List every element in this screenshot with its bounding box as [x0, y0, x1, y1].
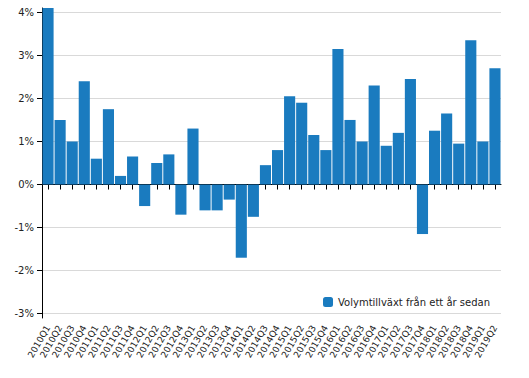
svg-text:2017Q3: 2017Q3 — [388, 323, 415, 360]
svg-text:2018Q1: 2018Q1 — [412, 323, 439, 360]
svg-text:2013Q1: 2013Q1 — [170, 323, 198, 360]
svg-text:2011Q3: 2011Q3 — [98, 323, 125, 360]
svg-text:2015Q2: 2015Q2 — [279, 323, 306, 360]
svg-text:2016Q4: 2016Q4 — [352, 323, 379, 360]
svg-text:2015Q3: 2015Q3 — [291, 323, 319, 360]
svg-text:2011Q4: 2011Q4 — [110, 323, 137, 360]
svg-text:2018Q3: 2018Q3 — [436, 323, 464, 360]
svg-text:2013Q2: 2013Q2 — [182, 323, 210, 360]
svg-text:2011Q1: 2011Q1 — [74, 323, 101, 360]
svg-text:-3%: -3% — [15, 308, 34, 319]
svg-text:2015Q1: 2015Q1 — [267, 323, 294, 360]
svg-text:-1%: -1% — [15, 222, 34, 233]
svg-text:4%: 4% — [18, 7, 34, 18]
svg-text:1%: 1% — [18, 136, 34, 147]
svg-text:2012Q4: 2012Q4 — [158, 323, 186, 360]
svg-text:2014Q4: 2014Q4 — [255, 323, 282, 360]
svg-text:2011Q2: 2011Q2 — [86, 323, 113, 360]
svg-text:2016Q3: 2016Q3 — [339, 323, 367, 360]
svg-text:2016Q2: 2016Q2 — [327, 323, 355, 360]
svg-text:0%: 0% — [18, 179, 34, 190]
svg-text:2018Q4: 2018Q4 — [448, 323, 476, 360]
svg-text:2019Q1: 2019Q1 — [460, 323, 488, 360]
svg-text:2014Q3: 2014Q3 — [243, 323, 270, 360]
svg-text:2013Q4: 2013Q4 — [207, 323, 234, 360]
svg-text:2010Q3: 2010Q3 — [50, 323, 77, 360]
svg-text:-2%: -2% — [15, 265, 34, 276]
svg-text:2015Q4: 2015Q4 — [303, 323, 331, 360]
svg-text:2010Q1: 2010Q1 — [25, 323, 53, 360]
svg-text:2017Q2: 2017Q2 — [376, 323, 403, 360]
svg-text:2017Q4: 2017Q4 — [400, 323, 427, 360]
svg-text:2012Q1: 2012Q1 — [122, 323, 149, 360]
svg-text:2013Q3: 2013Q3 — [195, 323, 222, 360]
svg-text:2016Q1: 2016Q1 — [315, 323, 343, 360]
svg-text:2%: 2% — [18, 93, 34, 104]
svg-text:2012Q2: 2012Q2 — [134, 323, 162, 360]
svg-text:2014Q2: 2014Q2 — [231, 323, 258, 360]
svg-text:2019Q2: 2019Q2 — [473, 323, 499, 359]
svg-text:3%: 3% — [18, 50, 34, 61]
svg-text:2010Q4: 2010Q4 — [62, 323, 89, 360]
svg-text:2018Q2: 2018Q2 — [424, 323, 451, 360]
svg-text:2017Q1: 2017Q1 — [364, 323, 391, 360]
svg-text:2014Q1: 2014Q1 — [219, 323, 246, 360]
svg-text:2012Q3: 2012Q3 — [146, 323, 174, 360]
svg-text:2010Q2: 2010Q2 — [38, 323, 65, 360]
svg-text:Volymtillväxt från ett år seda: Volymtillväxt från ett år sedan — [338, 296, 490, 308]
